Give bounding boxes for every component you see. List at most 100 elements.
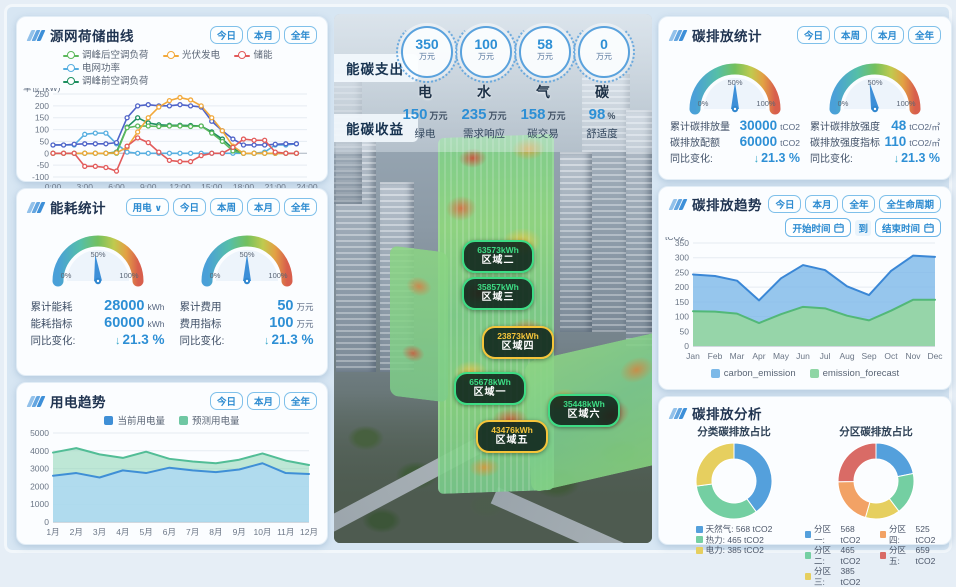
zone-marker-4[interactable]: 23873kWh 区域四 [482,326,554,359]
svg-text:0: 0 [684,341,689,351]
range-button-year[interactable]: 全年 [283,198,317,216]
kpi-circle-water: 100 万元 [460,26,512,78]
kpi-label: 气 [536,84,550,100]
range-button-year[interactable]: 全年 [283,392,317,410]
donut-legend: 天然气: 568 tCO2 热力: 465 tCO2 电力: 385 tCO2 [695,524,773,556]
energy-total-block: 0% 50% 100% 累计能耗 28000 kWh 能耗指标 60000 kWh 同比变化… [27,219,169,348]
svg-text:-100: -100 [32,172,49,182]
calendar-icon [834,222,845,233]
zone-marker-3[interactable]: 35857kWh 区域三 [462,277,534,310]
legend-marker [63,51,79,60]
date-range-to-label: 到 [855,219,871,236]
legend-item-current-usage[interactable]: 当前用电量 [104,413,165,427]
svg-text:150: 150 [35,113,49,123]
legend-item-zone3[interactable]: 分区三: 385 tCO2 [805,566,872,587]
legend-item-electricity[interactable]: 电力: 385 tCO2 [695,545,773,556]
panel-source-grid-load-storage: 源网荷储曲线 今日 本月 全年 调峰后空调负荷 光伏发电 储能 电网功率 调峰前… [16,16,328,192]
income-item-green-power: 150 万元 绿电 [402,106,448,140]
trend-down-icon: ↓ [114,335,121,347]
range-button-today[interactable]: 今日 [768,195,802,213]
range-button-month[interactable]: 本月 [870,26,904,44]
category-emission-donut [663,440,805,524]
legend-item-forecast-usage[interactable]: 预测用电量 [179,413,240,427]
end-time-picker[interactable]: 结束时间 [874,218,941,237]
panel-carbon-stats: 碳排放统计 今日 本周 本月 全年 0% 50% 100% 累计碳排放量 30000 t… [658,16,952,180]
legend-item-pv[interactable]: 光伏发电 [162,49,220,62]
kpi-label: 电 [418,84,432,100]
range-button-year[interactable]: 全年 [842,195,876,213]
range-button-week[interactable]: 本周 [209,198,243,216]
svg-text:100%: 100% [119,271,139,280]
panel-title-icon [26,201,45,213]
zone-marker-6[interactable]: 35448kWh 区域六 [548,394,620,427]
income-item-carbon-trade: 158 万元 碳交易 [520,106,566,140]
kpi-circle-gas: 58 万元 [519,26,571,78]
svg-text:0: 0 [44,517,49,527]
range-button-month[interactable]: 本月 [246,26,280,44]
legend-item-carbon-emission[interactable]: carbon_emission [710,368,796,379]
svg-text:Mar: Mar [730,351,745,361]
svg-text:Apr: Apr [752,351,765,361]
legend-item-ac-load-after[interactable]: 调峰后空调负荷 [63,49,149,62]
carbon-trend-chart: tCO2 0 50 100 150 200 250 300 350 Jan Feb Mar Apr May… [663,232,951,368]
svg-text:6:00: 6:00 [108,182,125,192]
legend-item-grid-power[interactable]: 电网功率 [63,62,120,75]
svg-text:2月: 2月 [70,527,83,537]
legend-marker [104,415,114,425]
range-button-today[interactable]: 今日 [796,26,830,44]
range-button-month[interactable]: 本月 [246,392,280,410]
legend-item-emission-forecast[interactable]: emission_forecast [809,368,899,379]
legend-item-zone1[interactable]: 分区一: 568 tCO2 [805,524,872,545]
legend-item-heat[interactable]: 热力: 465 tCO2 [695,535,773,546]
zone-emission-donut [805,440,947,524]
svg-text:100: 100 [35,125,49,135]
range-button-year[interactable]: 全年 [283,26,317,44]
svg-text:0%: 0% [60,271,71,280]
svg-text:Aug: Aug [839,351,854,361]
svg-text:5月: 5月 [139,527,152,537]
svg-text:24:00: 24:00 [296,182,318,192]
energy-cost-gauge: 0% 50% 100% [176,219,318,297]
range-button-year[interactable]: 全年 [907,26,941,44]
legend-item-zone5[interactable]: 分区五: 659 tCO2 [880,545,947,566]
zone-marker-1[interactable]: 65678kWh 区域一 [454,372,526,405]
svg-text:100: 100 [675,312,689,322]
panel-title: 碳排放分析 [692,407,762,422]
range-button-today[interactable]: 今日 [172,198,206,216]
range-button-week[interactable]: 本周 [833,26,867,44]
panel-title: 用电趋势 [50,395,106,410]
range-button-today[interactable]: 今日 [209,26,243,44]
svg-text:0: 0 [44,148,49,158]
energy-type-dropdown[interactable]: 用电 ∨ [125,198,169,216]
calendar-icon [924,222,934,233]
svg-text:4000: 4000 [30,446,49,456]
range-button-lifecycle[interactable]: 全生命周期 [879,195,941,213]
svg-text:50: 50 [680,326,690,336]
legend-marker [234,51,251,60]
svg-text:11月: 11月 [277,527,294,537]
legend-marker [179,415,188,425]
svg-text:9月: 9月 [233,527,246,537]
legend-item-zone4[interactable]: 分区四: 525 tCO2 [880,524,947,545]
legend-item-storage[interactable]: 储能 [234,49,272,62]
legend-item-zone2[interactable]: 分区二: 465 tCO2 [805,545,872,566]
zone-marker-2[interactable]: 63573kWh 区域二 [462,240,534,273]
svg-text:9:00: 9:00 [140,182,157,192]
start-time-picker[interactable]: 开始时间 [785,218,852,237]
legend-marker [710,369,720,378]
chart-legend: 当前用电量 预测用电量 [17,413,327,427]
range-button-month[interactable]: 本月 [246,198,280,216]
range-button-today[interactable]: 今日 [209,392,243,410]
svg-text:15:00: 15:00 [201,182,223,192]
zone-marker-5[interactable]: 43476kWh 区域五 [476,420,548,453]
chart-legend: 调峰后空调负荷 光伏发电 储能 电网功率 调峰前空调负荷 [63,49,327,88]
svg-text:Jul: Jul [820,351,831,361]
legend-item-ac-load-before[interactable]: 调峰前空调负荷 [63,75,149,88]
panel-carbon-trend: 碳排放趋势 今日 本月 全年 全生命周期 开始时间 到 结束时间 tCO2 0 50… [658,186,952,390]
svg-text:50%: 50% [727,78,742,87]
carbon-total-block: 0% 50% 100% 累计碳排放量 30000 tCO2 碳排放配额 60000 tCO2… [666,47,804,165]
range-button-month[interactable]: 本月 [805,195,839,213]
svg-text:Feb: Feb [708,351,723,361]
legend-item-gas[interactable]: 天然气: 568 tCO2 [695,524,772,535]
income-label: 能碳收益 [334,114,418,142]
